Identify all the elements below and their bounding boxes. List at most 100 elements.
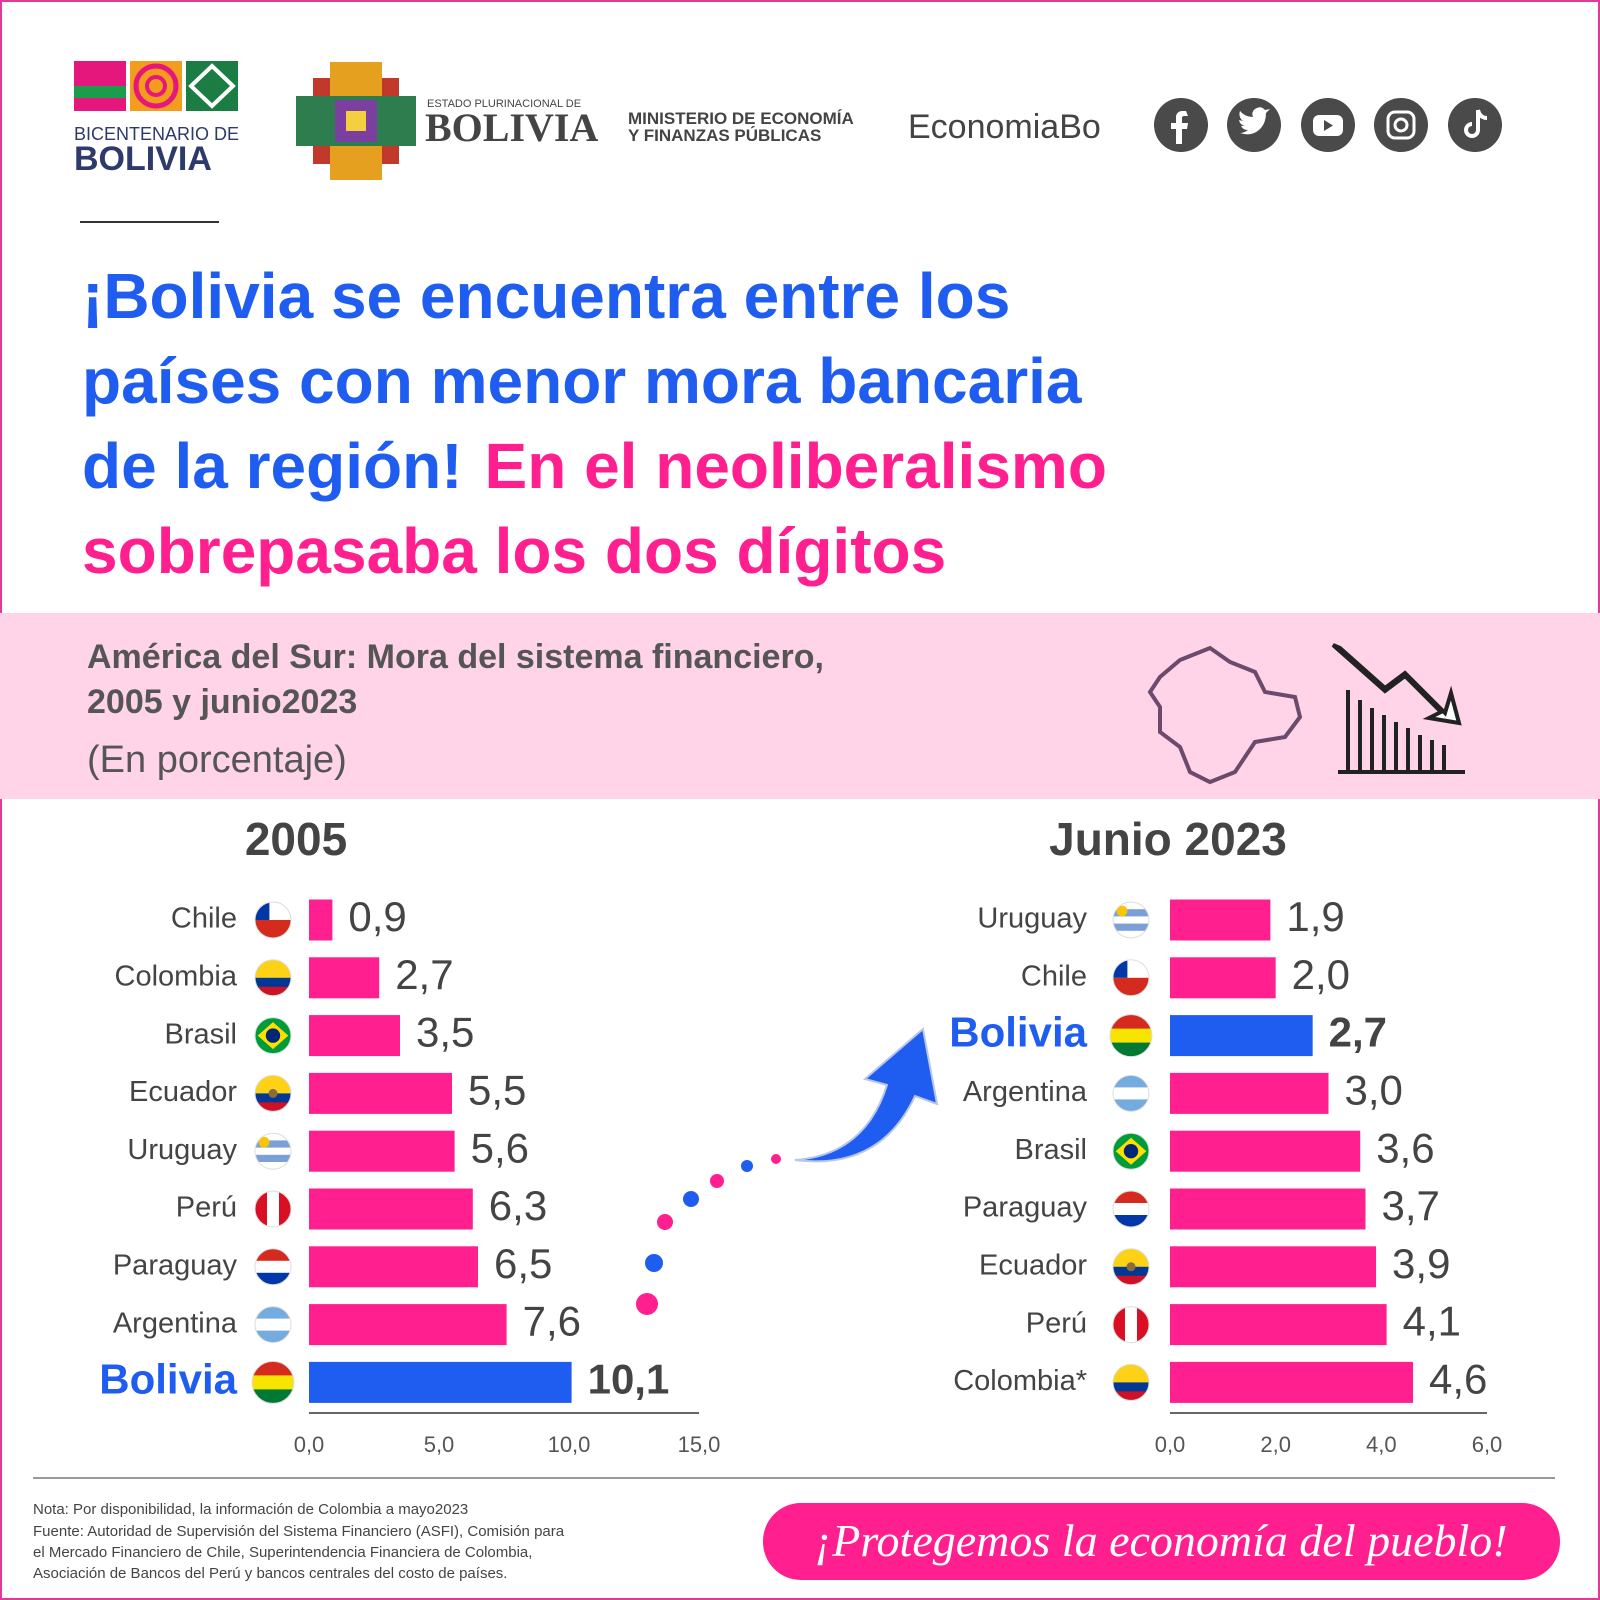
x-tick-label: 2,0 [1260, 1432, 1291, 1457]
chart-subtitle: América del Sur: Mora del sistema financ… [87, 638, 824, 676]
category-label: Perú [1026, 1307, 1087, 1339]
social-icons [1154, 98, 1502, 152]
headline: ¡Bolivia se encuentra entre los países c… [82, 260, 1107, 587]
flag-outline [251, 1360, 295, 1404]
category-label: Uruguay [977, 903, 1087, 935]
value-label: 3,0 [1345, 1066, 1403, 1113]
logo-tile [130, 61, 182, 111]
category-label: Bolivia [99, 1355, 237, 1402]
flag-outline [254, 1017, 292, 1055]
category-label: Argentina [113, 1307, 238, 1339]
bar [309, 1130, 455, 1172]
value-label: 3,9 [1392, 1240, 1450, 1287]
flag-stripe [255, 920, 291, 938]
category-label: Uruguay [127, 1134, 237, 1166]
logo-spiral [145, 75, 167, 97]
source-text: Asociación de Bancos del Perú y bancos c… [33, 1565, 507, 1582]
tiktok-glyph [1464, 109, 1488, 138]
category-label: Chile [1021, 960, 1087, 992]
flag-outline [1109, 1014, 1153, 1058]
flag [255, 1191, 291, 1227]
connector-dot [683, 1191, 699, 1207]
bar [1170, 1246, 1377, 1288]
flag-stripe [1110, 1028, 1152, 1044]
logo-tile [186, 61, 238, 111]
flag-stripe [255, 1272, 291, 1285]
flag-outline [1112, 1306, 1150, 1344]
flag-stripe [252, 1389, 294, 1404]
bar [1170, 1361, 1414, 1403]
flag-stripe [1137, 1306, 1149, 1343]
flag [1113, 1191, 1149, 1227]
flag-stripe [1113, 1087, 1149, 1100]
flag-stripe [255, 968, 291, 979]
flag-stripe [255, 1191, 268, 1227]
flag-stripe [1125, 1306, 1138, 1343]
x-tick-label: 5,0 [424, 1432, 455, 1457]
flag-outline [254, 901, 292, 939]
flag-stripe [255, 1248, 291, 1262]
connector-dot [771, 1154, 781, 1164]
category-label: Perú [176, 1192, 237, 1224]
bicentenario-logo: BICENTENARIO DE BOLIVIA [74, 61, 239, 178]
bar [309, 1072, 452, 1114]
flag-outline [1112, 901, 1150, 939]
facebook-glyph [1171, 111, 1188, 144]
tiktok-icon[interactable] [1448, 98, 1502, 152]
flag-stripe [1113, 909, 1149, 917]
flag [1113, 1075, 1149, 1112]
source-text: Fuente: Autoridad de Supervisión del Sis… [33, 1523, 565, 1540]
flag-stripe [255, 1162, 291, 1170]
flag [1113, 1248, 1149, 1285]
flag-stripe [252, 1361, 294, 1376]
category-label: Brasil [1014, 1134, 1087, 1166]
bar [309, 1304, 507, 1346]
flag-emblem [1126, 1262, 1136, 1272]
emblem-text: ESTADO PLURINACIONAL DE [427, 98, 581, 110]
flag-outline [1112, 1363, 1150, 1401]
flag-outline [1112, 1074, 1150, 1112]
flag-outline [254, 1306, 292, 1344]
bar [309, 899, 333, 941]
footnote: Nota: Por disponibilidad, la información… [33, 1501, 468, 1518]
value-label: 3,7 [1381, 1182, 1439, 1229]
flag-stripe [267, 1191, 280, 1227]
ministry-text: Y FINANZAS PÚBLICAS [628, 126, 821, 145]
headline-line: sobrepasaba los dos dígitos [82, 515, 946, 587]
value-label: 2,0 [1292, 951, 1350, 998]
category-label: Paraguay [963, 1192, 1088, 1224]
value-label: 6,3 [489, 1182, 547, 1229]
category-label: Ecuador [129, 1076, 237, 1108]
flag-stripe [1113, 930, 1149, 938]
bar [309, 1361, 572, 1403]
flag-stripe [1113, 1215, 1149, 1227]
flag-outline [254, 959, 292, 997]
flag-outline [254, 1074, 292, 1112]
value-label: 1,9 [1286, 893, 1344, 940]
logo-tile [74, 86, 126, 98]
flag-globe [265, 1028, 281, 1043]
instagram-icon[interactable] [1374, 98, 1428, 152]
flag [1113, 1364, 1149, 1401]
value-label: 5,5 [468, 1066, 526, 1113]
value-label: 10,1 [588, 1355, 670, 1402]
value-label: 2,7 [1329, 1009, 1387, 1056]
category-label: Colombia* [953, 1365, 1087, 1397]
bar [1170, 1072, 1329, 1114]
flag-stripe [1113, 902, 1149, 910]
state-emblem: ESTADO PLURINACIONAL DE BOLIVIA [296, 62, 598, 180]
flag [1113, 1133, 1149, 1170]
flag [1110, 1014, 1152, 1057]
icon-bars [1346, 690, 1446, 770]
flag-stripe [255, 1318, 291, 1332]
x-tick-label: 10,0 [548, 1432, 591, 1457]
flag-stripe [1113, 916, 1149, 925]
value-label: 4,6 [1429, 1355, 1487, 1402]
chart-title: Junio 2023 [1049, 813, 1287, 865]
x-tick-label: 4,0 [1366, 1432, 1397, 1457]
chart-subtitle: 2005 y junio2023 [87, 683, 357, 721]
flag-emblem [268, 1088, 278, 1098]
connector-arrow [636, 1027, 939, 1315]
flag-stripe [255, 1102, 291, 1112]
